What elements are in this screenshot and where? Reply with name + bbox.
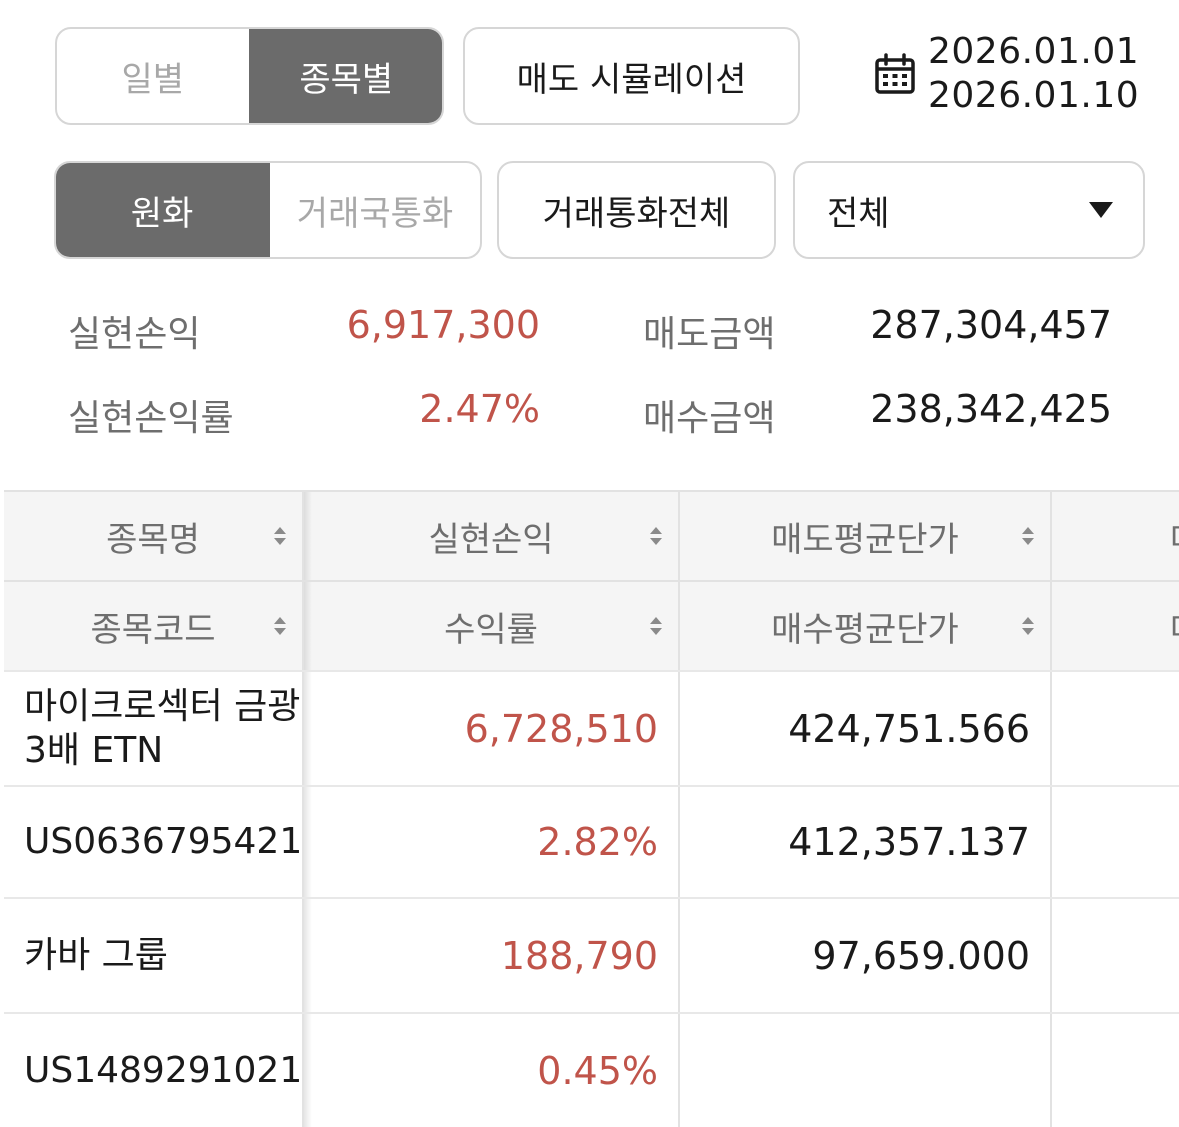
frozen-col-shadow: [304, 1014, 312, 1127]
stock-name: 카바 그룹: [24, 934, 168, 976]
stock-code: US0636795421: [24, 821, 303, 862]
currency-toggle: 원화 거래국통화: [54, 161, 482, 259]
realized-pl-label: 실현손익: [68, 314, 201, 355]
header-col4-partial-2[interactable]: 매: [1052, 582, 1179, 670]
header-buy-avg-price[interactable]: 매수평균단가: [680, 582, 1050, 670]
table-row[interactable]: US0636795421 2.82% 412,357.137: [4, 785, 1179, 897]
col-divider: [678, 787, 680, 897]
sell-amount-label: 매도금액: [643, 314, 776, 355]
tab-by-stock[interactable]: 종목별: [248, 29, 442, 123]
sort-icon: [1022, 527, 1034, 545]
sell-avg-price-cell: 97,659.000: [812, 933, 1030, 978]
all-currency-button[interactable]: 거래통화전체: [497, 161, 776, 259]
sell-amount-value: 287,304,457: [870, 303, 1112, 347]
sort-icon: [650, 527, 662, 545]
date-start: 2026.01.01: [928, 31, 1140, 72]
realized-rate-label: 실현손익률: [68, 398, 234, 439]
table-row[interactable]: 카바 그룹 188,790 97,659.000: [4, 897, 1179, 1012]
realized-pl-cell: 6,728,510: [464, 706, 658, 751]
buy-avg-price-cell: 412,357.137: [788, 820, 1030, 864]
header-sell-avg-price[interactable]: 매도평균단가: [680, 492, 1050, 580]
col-divider: [1050, 492, 1052, 580]
frozen-col-shadow: [304, 672, 312, 785]
date-end: 2026.01.10: [928, 75, 1140, 116]
col-divider: [678, 899, 680, 1012]
sort-icon: [650, 617, 662, 635]
view-toggle: 일별 종목별: [55, 27, 444, 125]
col-divider: [302, 1014, 304, 1127]
stock-name: 마이크로섹터 금광 3배 ETN: [24, 685, 301, 771]
sort-icon: [274, 617, 286, 635]
frozen-col-shadow: [304, 492, 312, 580]
col-divider: [302, 492, 304, 580]
market-select[interactable]: 전체: [793, 161, 1145, 259]
date-range[interactable]: 2026.01.01 2026.01.10: [874, 30, 1139, 118]
realized-pl-value: 6,917,300: [346, 303, 540, 347]
header-stock-code[interactable]: 종목코드: [4, 582, 302, 670]
sell-simulation-button[interactable]: 매도 시뮬레이션: [463, 27, 800, 125]
table-header-row: 종목명 실현손익 매도평균단가 매: [4, 490, 1179, 580]
frozen-col-shadow: [304, 582, 312, 670]
tab-trade-currency[interactable]: 거래국통화: [268, 163, 480, 257]
col-divider: [678, 1014, 680, 1127]
sell-avg-price-cell: 424,751.566: [788, 706, 1030, 751]
col-divider: [1050, 787, 1052, 897]
header-return-rate[interactable]: 수익률: [304, 582, 678, 670]
market-select-value: 전체: [827, 193, 890, 234]
sort-icon: [274, 527, 286, 545]
col-divider: [1050, 899, 1052, 1012]
table-header-row: 종목코드 수익률 매수평균단가 매: [4, 580, 1179, 670]
table-row[interactable]: 마이크로섹터 금광 3배 ETN 6,728,510 424,751.566: [4, 670, 1179, 785]
tab-daily[interactable]: 일별: [121, 59, 185, 100]
buy-avg-price-cell: [680, 1014, 1030, 1127]
col-divider: [678, 492, 680, 580]
col-divider: [678, 672, 680, 785]
calendar-icon: [875, 53, 915, 94]
col-divider: [302, 582, 304, 670]
frozen-col-shadow: [304, 787, 312, 897]
col-divider: [1050, 582, 1052, 670]
buy-amount-label: 매수금액: [643, 398, 776, 439]
col-divider: [1050, 672, 1052, 785]
col-divider: [302, 899, 304, 1012]
col-divider: [678, 582, 680, 670]
return-rate-cell: 2.82%: [537, 820, 658, 864]
header-col4-partial[interactable]: 매: [1052, 492, 1179, 580]
col-divider: [302, 672, 304, 785]
col-divider: [1050, 1014, 1052, 1127]
return-rate-cell: 0.45%: [537, 1048, 658, 1093]
frozen-col-shadow: [304, 899, 312, 1012]
header-stock-name[interactable]: 종목명: [4, 492, 302, 580]
col-divider: [302, 787, 304, 897]
stock-code: US1489291021: [24, 1049, 303, 1091]
realized-pl-cell: 188,790: [500, 933, 658, 978]
table-row[interactable]: US1489291021 0.45%: [4, 1012, 1179, 1127]
buy-amount-value: 238,342,425: [870, 387, 1112, 431]
realized-rate-value: 2.47%: [419, 387, 540, 431]
tab-krw[interactable]: 원화: [56, 163, 268, 257]
triangle-down-icon: [1089, 202, 1113, 218]
sort-icon: [1022, 617, 1034, 635]
header-realized-pl[interactable]: 실현손익: [304, 492, 678, 580]
